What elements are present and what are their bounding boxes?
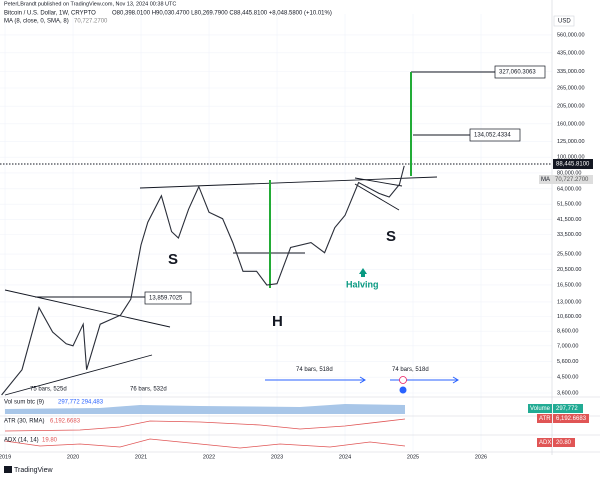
trendline (4, 354, 153, 396)
y-tick-label: 160,000.00 (557, 121, 585, 127)
target-box (494, 65, 546, 79)
atr-last: 6,192.6683 (556, 416, 587, 422)
target-label: 327,060.3063 (499, 70, 536, 76)
count-label: 74 bars, 518d (392, 367, 429, 373)
ohlc: O80,398.0100 H90,030.4700 L80,269.7900 C… (112, 11, 332, 17)
footer: TradingView (14, 467, 53, 474)
y-tick-label: 4,500.00 (557, 375, 578, 381)
y-tick-label: 5,600.00 (557, 359, 578, 365)
y-tick-label: 51,500.00 (557, 202, 581, 208)
trendline (4, 289, 171, 328)
y-tick-label: 41,500.00 (557, 217, 581, 223)
neckline (139, 176, 438, 189)
count-bg (388, 365, 432, 374)
logo (4, 466, 12, 473)
arrow-head (452, 376, 459, 384)
adx-last-bg (553, 438, 575, 447)
adx-tag (537, 438, 552, 447)
price-tag-label: 88,445.8100 (556, 162, 590, 168)
vol-label: Vol sum btc (9) (4, 400, 44, 406)
vol-last-bg (553, 404, 583, 413)
adx-tag-label: ADX (539, 440, 551, 446)
arrow-head (359, 376, 366, 384)
vol-tag (528, 404, 552, 413)
y-tick-label: 64,000.00 (557, 186, 581, 192)
ma-tag (539, 175, 593, 184)
y-tick-label: 8,600.00 (557, 329, 578, 335)
atr-value: 6,192.6683 (50, 419, 81, 425)
y-tick-label: 80,000.00 (557, 170, 581, 176)
halving-icon (399, 376, 407, 384)
vol-tag-label: Volume (530, 406, 551, 412)
publisher: PeterLBrandt published on TradingView.co… (4, 1, 176, 7)
event-icon (399, 386, 407, 394)
atr-tag (537, 414, 552, 423)
x-tick-label: 2023 (271, 454, 283, 460)
currency: USD (558, 19, 571, 25)
y-tick-label: 560,000.00 (557, 32, 585, 38)
x-tick-label: 2025 (407, 454, 419, 460)
y-tick-label: 7,000.00 (557, 343, 578, 349)
y-tick-label: 13,000.00 (557, 299, 581, 305)
y-tick-label: 20,500.00 (557, 267, 581, 273)
y-tick-label: 125,000.00 (557, 139, 585, 145)
ma-label: MA (8, close, 0, SMA, 8) (4, 19, 69, 25)
halving-arrow (359, 268, 367, 277)
target-label: 13,859.7025 (149, 296, 183, 302)
price-tag (553, 159, 593, 169)
wedge (354, 183, 400, 211)
currency-box (553, 15, 575, 27)
y-tick-label: 335,000.00 (557, 69, 585, 75)
atr-last-bg (553, 414, 589, 423)
grid (0, 14, 552, 452)
x-tick-label: 2020 (67, 454, 79, 460)
x-tick-label: 2022 (203, 454, 215, 460)
vol-last: 297,772 (556, 406, 578, 412)
count-label: 76 bars, 532d (130, 387, 167, 393)
x-tick-label: 2024 (339, 454, 351, 460)
x-tick-label: 2021 (135, 454, 147, 460)
y-tick-label: 10,600.00 (557, 314, 581, 320)
ma-tag-label: MA (541, 177, 550, 183)
y-tick-label: 435,000.00 (557, 50, 585, 56)
count-label: 75 bars, 525d (30, 387, 67, 393)
x-tick-label: 2019 (0, 454, 11, 460)
target-box (469, 128, 521, 142)
ma-tag-value: 70,727.2700 (555, 177, 589, 183)
y-tick-label: 3,600.00 (557, 390, 578, 396)
wedge (354, 177, 403, 187)
symbol: Bitcoin / U.S. Dollar, 1W, CRYPTO (4, 11, 96, 17)
volume-area (5, 404, 405, 414)
adx-label: ADX (14, 14) (4, 438, 39, 444)
adx-value: 19.80 (42, 438, 58, 444)
atr-tag-label: ATR (539, 416, 551, 422)
y-tick-label: 100,000.00 (557, 155, 585, 161)
y-tick-label: 265,000.00 (557, 85, 585, 91)
adx-line (4, 438, 406, 449)
x-tick-label: 2026 (475, 454, 487, 460)
y-tick-label: 205,000.00 (557, 104, 585, 110)
pattern-label: H (272, 313, 283, 330)
vol-values: 297,772 294,483 (58, 400, 104, 406)
ma-value: 70,727.2700 (74, 19, 108, 25)
adx-last: 20.80 (556, 440, 572, 446)
y-tick-label: 33,500.00 (557, 232, 581, 238)
price-line (1, 165, 405, 396)
target-box (144, 291, 192, 305)
target-label: 134,052.4334 (474, 133, 511, 139)
y-tick-label: 16,500.00 (557, 282, 581, 288)
pattern-label: S (386, 228, 396, 245)
atr-line (4, 418, 406, 432)
atr-label: ATR (30, RMA) (4, 419, 45, 425)
y-tick-label: 25,500.00 (557, 252, 581, 258)
pattern-label: S (168, 251, 178, 268)
halving-label: Halving (346, 279, 379, 289)
count-bg (292, 365, 336, 374)
count-label: 74 bars, 518d (296, 367, 333, 373)
